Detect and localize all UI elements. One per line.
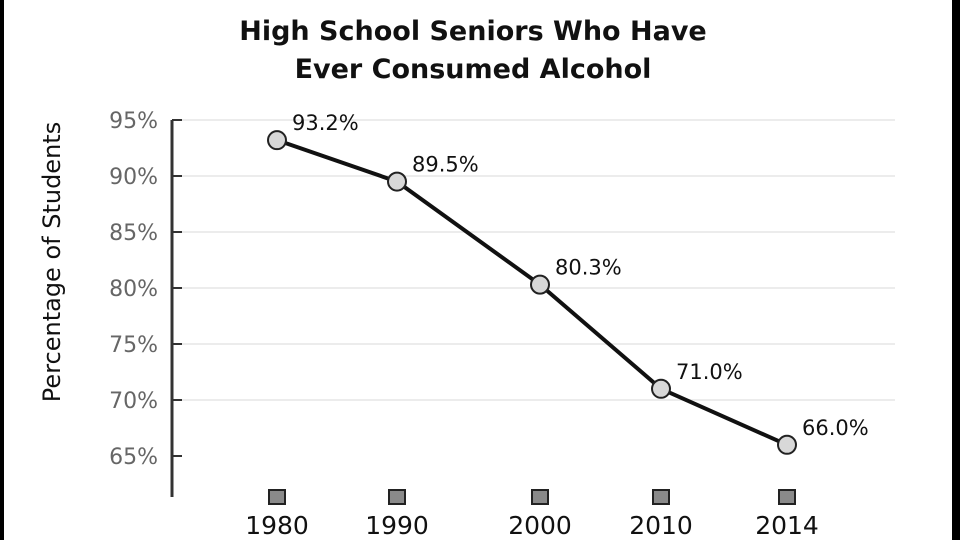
y-tick-label: 85% xyxy=(109,221,158,246)
data-point xyxy=(387,171,407,192)
data-point xyxy=(777,434,797,455)
y-axis-ticks: 65% 70% 75% 80% 85% 90% 95% xyxy=(109,109,182,470)
y-axis-label: Percentage of Students xyxy=(38,122,66,402)
y-tick-label: 70% xyxy=(109,389,158,414)
data-point xyxy=(651,378,671,399)
data-labels: 93.2% 89.5% 80.3% 71.0% 66.0% xyxy=(292,111,869,440)
data-point xyxy=(530,274,550,295)
x-tick-label: 2010 xyxy=(629,511,693,540)
y-tick-label: 90% xyxy=(109,165,158,190)
x-category-marker xyxy=(268,489,286,505)
data-points xyxy=(267,130,797,455)
x-tick-label: 1980 xyxy=(245,511,309,540)
y-tick-label: 80% xyxy=(109,277,158,302)
x-category-marker xyxy=(388,489,406,505)
x-category-marker xyxy=(531,489,549,505)
y-tick-label: 75% xyxy=(109,333,158,358)
chart-title-line-1: High School Seniors Who Have xyxy=(239,16,706,47)
x-axis-ticks: 1980 1990 2000 2010 2014 xyxy=(245,489,819,540)
data-label: 89.5% xyxy=(412,153,479,177)
data-label: 80.3% xyxy=(555,256,622,280)
y-tick-label: 65% xyxy=(109,445,158,470)
x-tick-label: 1990 xyxy=(365,511,429,540)
x-tick-label: 2000 xyxy=(508,511,572,540)
x-category-marker xyxy=(778,489,796,505)
y-tick-label: 95% xyxy=(109,109,158,134)
data-label: 66.0% xyxy=(802,416,869,440)
data-point xyxy=(267,130,287,151)
data-label: 71.0% xyxy=(676,360,743,384)
data-label: 93.2% xyxy=(292,111,359,135)
chart-title-line-2: Ever Consumed Alcohol xyxy=(295,54,652,85)
x-tick-label: 2014 xyxy=(755,511,819,540)
x-category-marker xyxy=(652,489,670,505)
